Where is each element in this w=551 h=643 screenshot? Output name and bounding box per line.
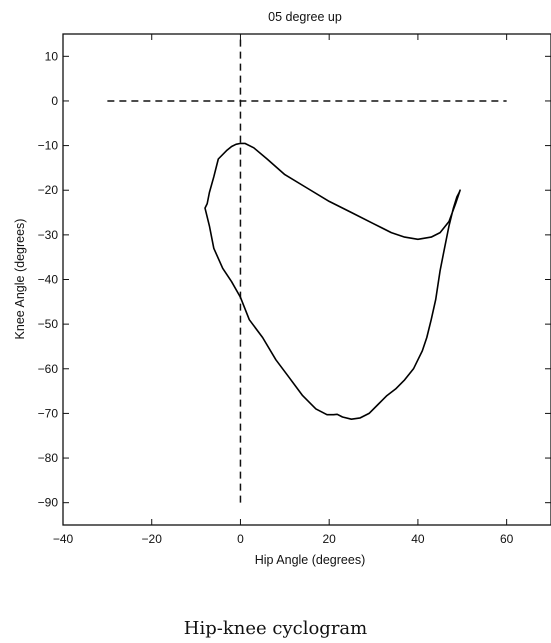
cyclogram-point [209, 192, 211, 194]
y-axis-label: Knee Angle (degrees) [13, 219, 27, 340]
cyclogram-point [315, 408, 317, 410]
cyclogram-point [368, 413, 370, 415]
cyclogram-point [430, 319, 432, 321]
cyclogram-point [253, 147, 255, 149]
cyclogram-point [456, 196, 458, 198]
cyclogram-point [275, 359, 277, 361]
y-tick-label: −30 [38, 228, 59, 242]
cyclogram-point [377, 404, 379, 406]
y-tick-label: −90 [38, 496, 59, 510]
x-tick-label: 60 [500, 532, 514, 546]
axis-tick-labels: −40 −20 0 20 40 60 10 0 −10 −20 −30 −40 −50 −60 −70 −80… [38, 49, 514, 546]
cyclogram-point [249, 319, 251, 321]
y-tick-label: −80 [38, 451, 59, 465]
cyclogram-point [342, 416, 344, 418]
cyclogram-point [222, 268, 224, 270]
cyclogram-point [448, 221, 450, 223]
axis-ticks [62, 34, 551, 525]
cyclogram-point [422, 350, 424, 352]
x-tick-label: −40 [53, 532, 74, 546]
cyclogram-point [453, 207, 455, 209]
chart-title: 05 degree up [268, 10, 342, 24]
cyclogram-point [326, 414, 328, 416]
cyclogram-point [226, 149, 228, 151]
cyclogram-point [213, 176, 215, 178]
cyclogram-point [217, 158, 219, 160]
cyclogram-point [284, 174, 286, 176]
cyclogram-point [404, 236, 406, 238]
cyclogram-series [204, 142, 461, 421]
cyclogram-point [417, 359, 419, 361]
cyclogram-point [336, 414, 338, 416]
cyclogram-point [386, 395, 388, 397]
cyclogram-point [458, 192, 460, 194]
reference-lines [107, 34, 507, 503]
x-axis-label: Hip Angle (degrees) [255, 553, 365, 567]
cyclogram-line-0 [204, 142, 461, 421]
figure-caption: Hip-knee cyclogram [183, 618, 368, 639]
cyclogram-point [444, 247, 446, 249]
y-tick-label: −40 [38, 273, 59, 287]
cyclogram-point [395, 388, 397, 390]
cyclogram-point [448, 225, 450, 227]
cyclogram-point [328, 201, 330, 203]
cyclogram-point [306, 187, 308, 189]
cyclogram-point [417, 239, 419, 241]
cyclogram-point [359, 417, 361, 419]
x-tick-label: −20 [142, 532, 163, 546]
y-tick-label: −50 [38, 317, 59, 331]
cyclogram-point [206, 203, 208, 205]
y-tick-label: −70 [38, 406, 59, 420]
cyclogram-point [240, 143, 242, 145]
x-tick-label: 20 [323, 532, 337, 546]
cyclogram-point [459, 189, 461, 191]
cyclogram-point [302, 395, 304, 397]
cyclogram-point [266, 158, 268, 160]
plot-area-frame [62, 33, 551, 526]
cyclogram-point [231, 146, 233, 148]
cyclogram-point [439, 232, 441, 234]
cyclogram-point [439, 270, 441, 272]
cyclogram-point [231, 281, 233, 283]
y-tick-label: −60 [38, 362, 59, 376]
cyclogram-point [455, 203, 457, 205]
x-tick-label: 40 [411, 532, 425, 546]
cyclogram-point [262, 337, 264, 339]
cyclogram-point [426, 337, 428, 339]
y-tick-label: −20 [38, 183, 59, 197]
cyclogram-point [435, 299, 437, 301]
cyclogram-point [333, 414, 335, 416]
cyclogram-point [373, 223, 375, 225]
cyclogram-point [213, 247, 215, 249]
y-tick-label: 0 [51, 94, 58, 108]
cyclogram-point [390, 232, 392, 234]
y-tick-label: 10 [45, 49, 59, 63]
cyclogram-point [413, 368, 415, 370]
y-tick-label: −10 [38, 139, 59, 153]
x-tick-label: 0 [237, 532, 244, 546]
cyclogram-point [288, 377, 290, 379]
cyclogram-point [240, 297, 242, 299]
cyclogram-point [351, 418, 353, 420]
cyclogram-point [351, 212, 353, 214]
cyclogram-point [209, 225, 211, 227]
cyclogram-point [404, 379, 406, 381]
cyclogram-point [204, 207, 206, 209]
cyclogram-point [430, 236, 432, 238]
cyclogram-point [244, 143, 246, 145]
cyclogram-point [235, 143, 237, 145]
